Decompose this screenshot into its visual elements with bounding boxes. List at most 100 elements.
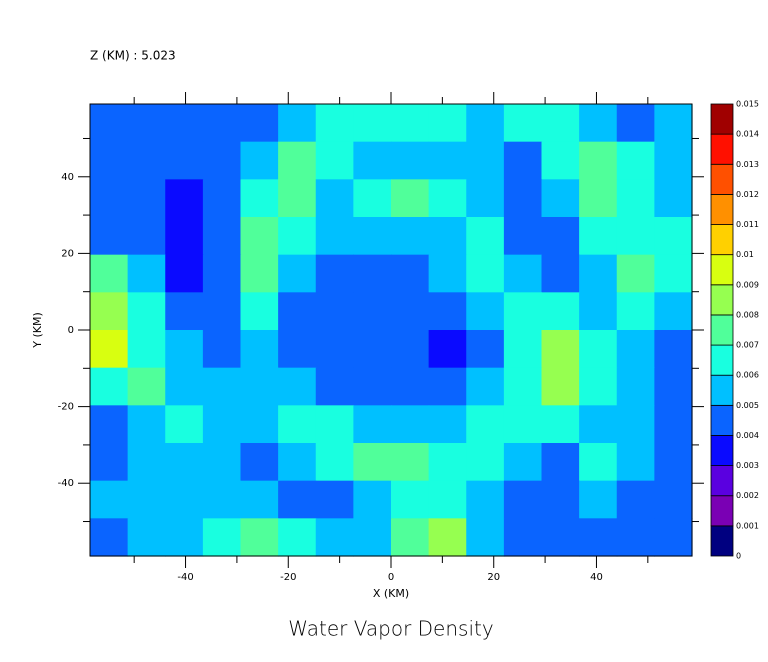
contour-cell (428, 292, 467, 331)
colorbar-label: 0.01 (736, 250, 754, 259)
contour-cell (616, 367, 655, 406)
contour-cell (616, 104, 655, 143)
contour-cell (278, 104, 317, 143)
x-axis-label: X (KM) (373, 587, 409, 600)
contour-cell (202, 480, 242, 519)
contour-cell (353, 104, 392, 143)
colorbar-band (710, 103, 734, 135)
contour-cell (428, 330, 467, 369)
contour-cell (315, 254, 354, 293)
colorbar-label: 0.015 (736, 100, 759, 109)
contour-cell (579, 405, 618, 444)
contour-cell (315, 443, 354, 482)
contour-cell (466, 141, 505, 180)
contour-cell (654, 141, 693, 180)
contour-cell (503, 518, 543, 557)
colorbar-band (710, 163, 734, 195)
y-tick-label: 0 (68, 325, 74, 336)
contour-cell (165, 330, 204, 369)
contour-cell (503, 443, 543, 482)
contour-cell (278, 405, 317, 444)
colorbar-band (710, 344, 734, 376)
contour-cell (654, 518, 693, 557)
contour-cell (541, 330, 580, 369)
contour-cell (541, 292, 580, 331)
contour-cell (579, 443, 618, 482)
contour-cell (428, 443, 467, 482)
contour-cell (315, 367, 354, 406)
contour-cell (165, 217, 204, 256)
contour-cell (466, 292, 505, 331)
contour-cell (428, 217, 467, 256)
contour-cell (541, 141, 580, 180)
contour-cell (240, 518, 279, 557)
colorbar-band (710, 284, 734, 316)
contour-cell (127, 405, 166, 444)
contour-cell (240, 480, 279, 519)
contour-cell (391, 518, 430, 557)
contour-cell (127, 104, 166, 143)
contour-cell (503, 367, 543, 406)
contour-cell (579, 330, 618, 369)
colorbar-band (710, 254, 734, 286)
contour-cell (616, 292, 655, 331)
contour-cell (165, 367, 204, 406)
contour-cell (541, 443, 580, 482)
subtitle: Z (KM) : 5.023 (90, 49, 176, 63)
contour-cell (428, 104, 467, 143)
contour-cell (315, 141, 354, 180)
contour-cell (654, 480, 693, 519)
contour-cell (90, 104, 129, 143)
contour-cell (353, 141, 392, 180)
colorbar-band (710, 525, 734, 557)
contour-cell (428, 518, 467, 557)
contour-cell (503, 179, 543, 218)
colorbar-label: 0.002 (736, 491, 759, 500)
contour-cell (391, 217, 430, 256)
contour-cell (654, 367, 693, 406)
colorbar-band (710, 465, 734, 497)
contour-cell (503, 480, 543, 519)
contour-cell (503, 254, 543, 293)
contour-cell (278, 292, 317, 331)
contour-cell (202, 518, 242, 557)
contour-cell (353, 405, 392, 444)
contour-cell (466, 330, 505, 369)
x-tick-label: 40 (590, 572, 603, 583)
contour-cell (353, 443, 392, 482)
contour-cell (90, 254, 129, 293)
contour-cell (353, 179, 392, 218)
contour-cell (315, 480, 354, 519)
contour-cell (616, 330, 655, 369)
contour-cell (127, 443, 166, 482)
contour-cell (654, 179, 693, 218)
contour-cell (202, 104, 242, 143)
chart-title: Water Vapor Density (288, 617, 493, 641)
contour-cell (127, 480, 166, 519)
colorbar-label: 0.007 (736, 341, 759, 350)
contour-cell (202, 330, 242, 369)
contour-cell (202, 292, 242, 331)
contour-cell (278, 367, 317, 406)
contour-cell (315, 292, 354, 331)
contour-cell (579, 254, 618, 293)
contour-cell (654, 217, 693, 256)
contour-cell (428, 179, 467, 218)
contour-cell (654, 443, 693, 482)
contour-cell (579, 179, 618, 218)
contour-cell (240, 179, 279, 218)
contour-cell (165, 292, 204, 331)
contour-cell (127, 141, 166, 180)
contour-cell (503, 405, 543, 444)
contour-cell (541, 405, 580, 444)
contour-cell (315, 518, 354, 557)
contour-cell (654, 104, 693, 143)
contour-cell (579, 480, 618, 519)
contour-cell (503, 217, 543, 256)
contour-cell (240, 104, 279, 143)
contour-cell (240, 443, 279, 482)
contour-cell (466, 405, 505, 444)
contour-cell (503, 104, 543, 143)
contour-cell (616, 254, 655, 293)
contour-cell (428, 480, 467, 519)
